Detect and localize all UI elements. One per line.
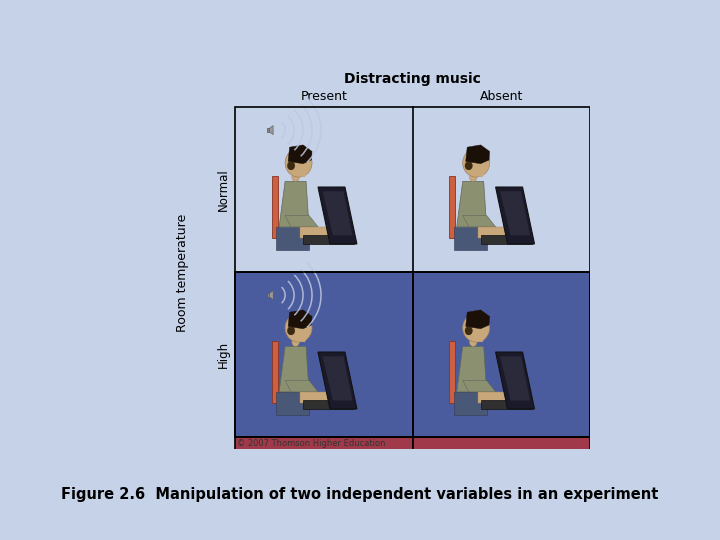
Polygon shape <box>481 401 531 409</box>
Text: Absent: Absent <box>480 90 523 103</box>
Text: Normal: Normal <box>217 168 230 211</box>
Bar <box>413 272 590 437</box>
Bar <box>235 272 413 437</box>
Polygon shape <box>463 215 495 227</box>
Bar <box>235 437 413 540</box>
Ellipse shape <box>287 161 294 170</box>
Bar <box>235 107 590 437</box>
Polygon shape <box>466 145 490 164</box>
Ellipse shape <box>463 314 490 342</box>
Polygon shape <box>469 170 487 177</box>
Ellipse shape <box>292 173 300 181</box>
Polygon shape <box>463 381 495 392</box>
Polygon shape <box>300 227 339 238</box>
Text: High: High <box>217 341 230 368</box>
Ellipse shape <box>465 161 472 170</box>
Polygon shape <box>276 227 309 249</box>
Polygon shape <box>279 181 309 227</box>
Polygon shape <box>300 392 339 403</box>
Text: Room temperature: Room temperature <box>176 213 189 332</box>
Ellipse shape <box>285 148 312 177</box>
Ellipse shape <box>469 173 477 181</box>
Bar <box>413 437 590 540</box>
Polygon shape <box>495 187 534 244</box>
Polygon shape <box>449 341 455 403</box>
Ellipse shape <box>515 230 524 235</box>
Polygon shape <box>291 335 309 342</box>
Polygon shape <box>477 227 516 238</box>
Polygon shape <box>449 176 455 238</box>
Ellipse shape <box>285 314 312 342</box>
Polygon shape <box>469 335 487 342</box>
Ellipse shape <box>463 148 490 177</box>
Text: Present: Present <box>300 90 348 103</box>
Text: Distracting music: Distracting music <box>344 72 481 86</box>
Ellipse shape <box>469 338 477 346</box>
Polygon shape <box>323 356 352 401</box>
Polygon shape <box>318 352 357 409</box>
Polygon shape <box>456 181 487 227</box>
Ellipse shape <box>338 230 346 235</box>
Polygon shape <box>279 346 309 392</box>
Polygon shape <box>285 215 318 227</box>
Ellipse shape <box>515 394 524 401</box>
Polygon shape <box>500 356 530 401</box>
Polygon shape <box>271 341 278 403</box>
Polygon shape <box>288 310 312 329</box>
Polygon shape <box>456 346 487 392</box>
Polygon shape <box>318 187 357 244</box>
Ellipse shape <box>465 327 472 335</box>
Polygon shape <box>269 126 273 134</box>
Polygon shape <box>276 392 309 415</box>
Ellipse shape <box>292 338 300 346</box>
Polygon shape <box>271 176 278 238</box>
Polygon shape <box>454 392 487 415</box>
Text: © 2007 Thomson Higher Education: © 2007 Thomson Higher Education <box>238 440 386 448</box>
Polygon shape <box>288 145 312 164</box>
Polygon shape <box>477 392 516 403</box>
Ellipse shape <box>287 327 294 335</box>
Polygon shape <box>266 293 269 298</box>
Polygon shape <box>266 128 269 132</box>
Text: Figure 2.6  Manipulation of two independent variables in an experiment: Figure 2.6 Manipulation of two independe… <box>61 487 659 502</box>
Polygon shape <box>495 352 534 409</box>
Polygon shape <box>500 191 530 235</box>
Polygon shape <box>466 310 490 329</box>
Polygon shape <box>323 191 352 235</box>
Polygon shape <box>303 235 354 244</box>
Polygon shape <box>291 170 309 177</box>
Polygon shape <box>454 227 487 249</box>
Polygon shape <box>285 381 318 392</box>
Ellipse shape <box>338 394 346 401</box>
Polygon shape <box>481 235 531 244</box>
Polygon shape <box>303 401 354 409</box>
Polygon shape <box>269 291 273 300</box>
